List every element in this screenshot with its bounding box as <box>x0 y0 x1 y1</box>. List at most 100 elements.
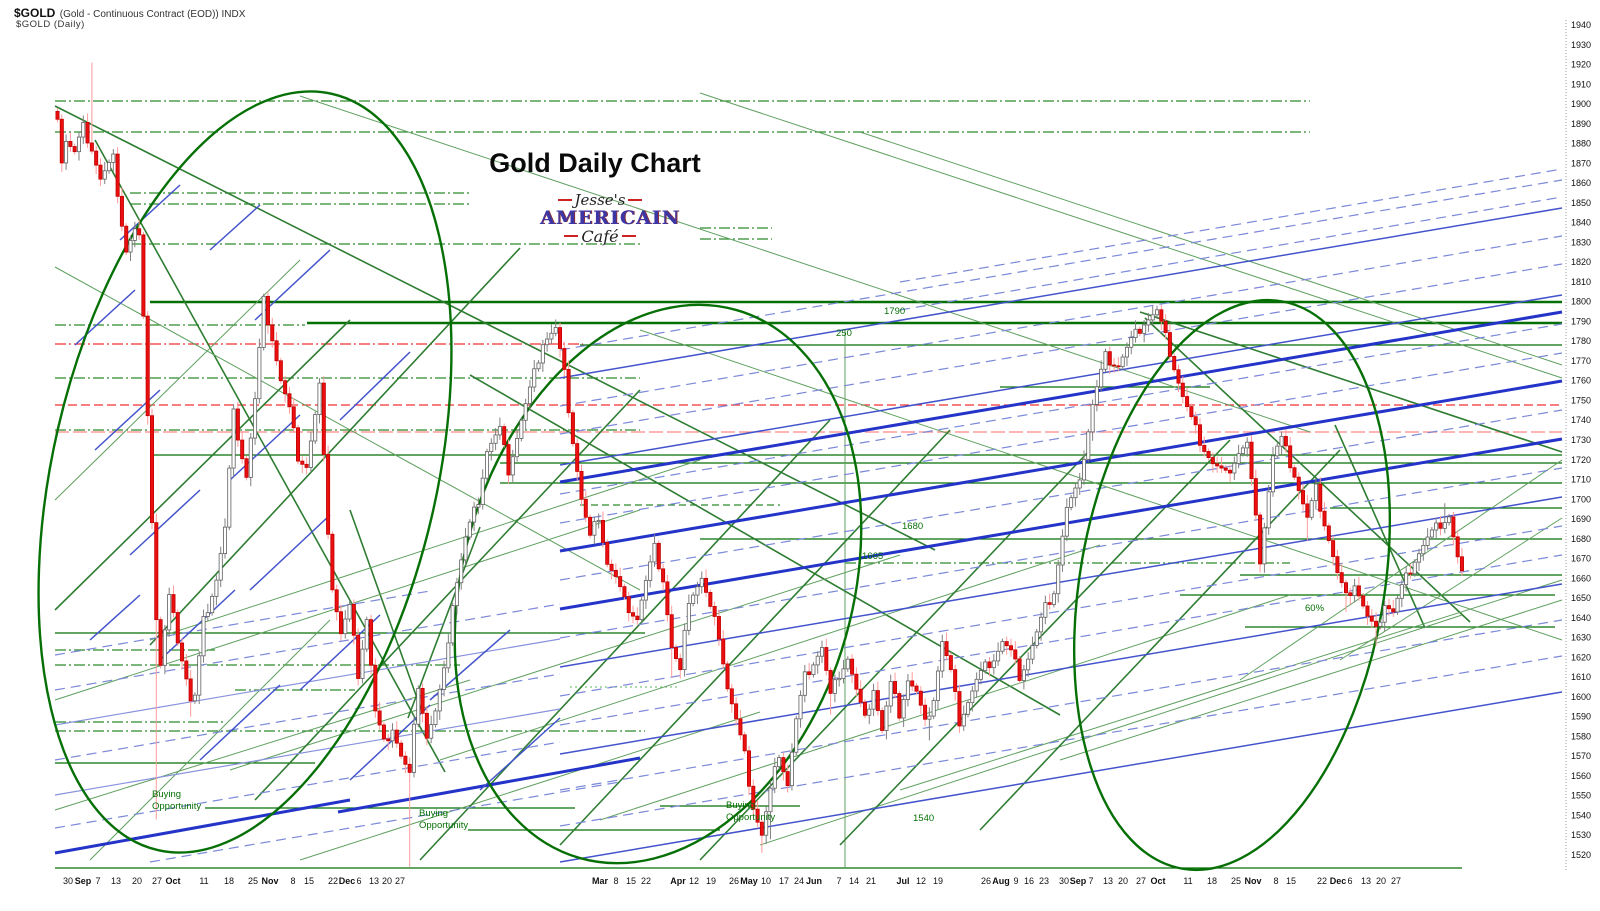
candle-up <box>257 347 262 400</box>
candle-down <box>175 612 180 644</box>
candle-down <box>742 734 747 752</box>
candle-down <box>605 541 610 565</box>
candle-down <box>184 660 189 680</box>
price-axis-label: 1810 <box>1571 277 1591 287</box>
candle-up <box>1382 605 1387 623</box>
candle-up <box>1421 544 1426 555</box>
candle-down <box>613 570 618 577</box>
logo-dash-icon <box>621 235 636 237</box>
chart-title: Gold Daily Chart <box>489 148 701 178</box>
x-axis-month-label: Oct <box>1150 876 1165 886</box>
candle-down <box>1137 328 1142 334</box>
price-axis-label: 1820 <box>1571 257 1591 267</box>
candle-down <box>424 712 429 739</box>
candle-up <box>1240 447 1245 455</box>
x-axis-day-label: 12 <box>689 876 699 886</box>
candle-up <box>772 766 777 789</box>
candle-down <box>274 340 279 362</box>
candle-down <box>626 596 631 614</box>
x-axis-day-label: 26 <box>981 876 991 886</box>
candle-down <box>575 443 580 472</box>
candle-down <box>1326 525 1331 541</box>
candle-down <box>244 458 249 478</box>
candle-down <box>85 122 90 144</box>
symbol-header: $GOLD (Gold - Continuous Contract (EOD))… <box>14 4 245 22</box>
candle-down <box>1292 467 1297 478</box>
price-axis-label: 1850 <box>1571 198 1591 208</box>
x-axis-day-label: 25 <box>1231 876 1241 886</box>
candle-down <box>334 589 339 613</box>
candle-down <box>824 647 829 671</box>
candle-up <box>64 140 69 164</box>
price-axis-label: 1860 <box>1571 178 1591 188</box>
candle-up <box>128 240 133 253</box>
price-axis-label: 1930 <box>1571 40 1591 50</box>
trendline <box>559 352 1563 524</box>
chart-annotation: 1665 <box>862 551 884 562</box>
candle-up <box>437 688 442 712</box>
candle-up <box>1021 669 1026 681</box>
candle-up <box>167 594 172 631</box>
trendline <box>54 603 561 691</box>
candle-down <box>957 691 962 727</box>
trendline <box>559 583 1563 755</box>
candle-up <box>970 690 975 704</box>
logo-dash-icon <box>628 198 643 201</box>
candle-down <box>55 110 60 120</box>
candle-down <box>145 315 150 417</box>
candle-down <box>300 460 305 465</box>
candle-down <box>171 594 176 613</box>
cafe-logo: Jesse's AMERICAIN Café <box>540 193 679 246</box>
candle-down <box>600 520 605 543</box>
candle-up <box>1352 585 1357 596</box>
candle-up <box>81 122 86 138</box>
candle-down <box>1331 540 1336 557</box>
chart-annotation: Buying Opportunity <box>419 808 469 831</box>
candle-up <box>996 650 1001 662</box>
chart-annotation: 1790 <box>884 306 906 317</box>
x-axis-month-label: May <box>740 876 758 886</box>
candle-down <box>558 327 563 349</box>
candle-down <box>119 195 124 227</box>
candle-down <box>1223 467 1228 471</box>
candle-down <box>1004 641 1009 647</box>
x-axis-day-label: 18 <box>224 876 234 886</box>
candle-down <box>1047 602 1052 605</box>
x-axis-day-label: 30 <box>63 876 73 886</box>
candle-up <box>905 680 910 700</box>
candle-up <box>1279 436 1284 447</box>
candle-down <box>296 427 301 462</box>
price-axis-label: 1910 <box>1571 79 1591 89</box>
candle-down <box>661 568 666 583</box>
candle-down <box>656 542 661 570</box>
trendline <box>859 131 1563 366</box>
candle-up <box>1129 337 1134 348</box>
symbol-description: (Gold - Continuous Contract (EOD)) INDX <box>59 9 246 20</box>
candle-down <box>1344 582 1349 594</box>
x-axis-day-label: 6 <box>356 876 361 886</box>
candle-down <box>265 295 270 326</box>
x-axis-day-label: 27 <box>395 876 405 886</box>
candle-down <box>1451 516 1456 538</box>
candle-up <box>832 679 837 694</box>
symbol-name: $GOLD <box>14 6 56 20</box>
candle-up <box>1094 386 1099 405</box>
trendline <box>559 409 1563 581</box>
candle-down <box>948 655 953 671</box>
candle-up <box>197 655 202 696</box>
candle-up <box>845 658 850 670</box>
candle-down <box>665 581 670 616</box>
x-axis-day-label: 19 <box>706 876 716 886</box>
price-axis-label: 1750 <box>1571 395 1591 405</box>
price-axis-label: 1590 <box>1571 712 1591 722</box>
trendline <box>54 708 561 796</box>
candle-down <box>1228 469 1233 474</box>
x-axis-day-label: 13 <box>111 876 121 886</box>
price-axis-label: 1730 <box>1571 435 1591 445</box>
candle-down <box>712 605 717 617</box>
x-axis-day-label: 19 <box>933 876 943 886</box>
candle-down <box>98 164 103 180</box>
x-axis-month-label: Oct <box>165 876 180 886</box>
candle-down <box>1258 514 1263 565</box>
trendline <box>899 196 1563 311</box>
